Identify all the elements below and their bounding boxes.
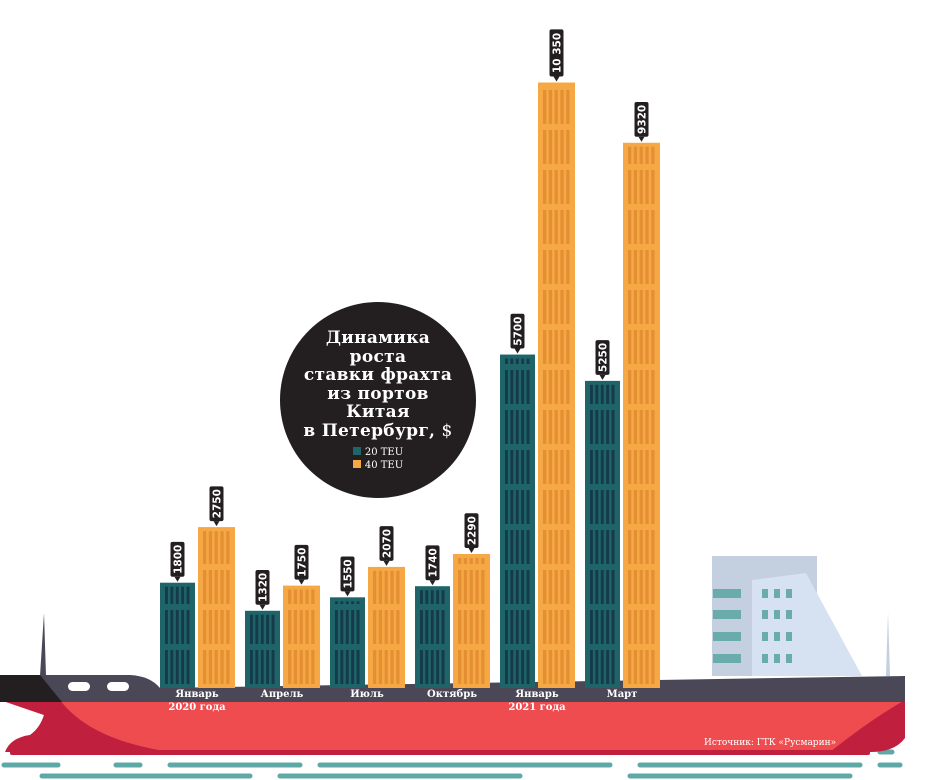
ship-hull-bow-shade	[0, 700, 170, 752]
x-tick-label: Июль	[350, 689, 384, 700]
legend-swatch	[352, 447, 361, 455]
value-tag	[294, 544, 309, 580]
value-label: 2070	[381, 529, 393, 558]
legend-swatch	[352, 460, 361, 468]
ship-deck	[0, 675, 905, 702]
title-line: Китая	[346, 402, 410, 422]
value-tag	[634, 101, 649, 137]
porthole	[107, 682, 129, 691]
value-label: 1740	[427, 548, 439, 577]
bar-40teu-0: 2750	[198, 486, 235, 688]
bar-20teu-0: 1800	[160, 541, 195, 688]
x-tick-label: Январь	[175, 689, 219, 700]
value-tag	[170, 541, 185, 577]
bar-20teu-1: 1320	[245, 569, 280, 688]
bar-40teu-3: 2290	[453, 513, 490, 688]
value-label: 1550	[342, 559, 354, 588]
value-label: 5700	[512, 317, 524, 346]
legend-item-40teu: 40 TEU	[352, 459, 404, 472]
source-note: Источник: ГТК «Русмарин»	[704, 738, 837, 748]
ship-hull-stern-shade	[830, 700, 905, 752]
value-tag	[255, 569, 270, 605]
bars-layer: 1800 1320 1550 1740 5700 5250 2750 1750 2070 2290…	[160, 29, 660, 688]
legend: 20 TEU 40 TEU	[352, 446, 404, 472]
bar-40teu-4: 10 350	[538, 29, 575, 688]
ship-hull	[0, 700, 905, 752]
x-tick-label: Октябрь	[427, 689, 477, 700]
value-label: 9320	[636, 105, 648, 134]
value-label: 2750	[211, 489, 223, 518]
chart-title: Динамика роста ставки фрахта из портов К…	[280, 329, 476, 440]
title-line: в Петербург,	[303, 420, 436, 441]
title-circle: Динамика роста ставки фрахта из портов К…	[280, 302, 476, 498]
value-tag	[379, 526, 394, 561]
bar-20teu-5: 5250	[585, 340, 620, 688]
value-tag	[425, 545, 440, 581]
title-line: Динамика	[325, 328, 431, 348]
x-tick-sublabel: 2021 года	[508, 702, 566, 713]
bar-40teu-5: 9320	[623, 101, 660, 688]
title-line: роста	[349, 346, 407, 367]
title-line: из портов	[327, 383, 429, 404]
bow-mast	[40, 613, 46, 676]
value-label: 2290	[466, 516, 478, 545]
value-tag	[340, 556, 355, 592]
legend-label: 20 TEU	[364, 447, 404, 458]
title-unit: $	[441, 420, 453, 441]
x-tick-label: Январь	[515, 689, 559, 700]
value-label: 1320	[257, 573, 269, 602]
value-tag	[209, 486, 224, 522]
bar-20teu-2: 1550	[330, 556, 365, 688]
legend-item-20teu: 20 TEU	[352, 446, 404, 459]
bar-20teu-4: 5700	[500, 313, 535, 688]
value-tag	[464, 513, 479, 549]
value-label: 5250	[597, 343, 609, 372]
title-line: ставки фрахта	[303, 365, 453, 385]
bar-40teu-2: 2070	[368, 526, 405, 688]
x-tick-label: Март	[606, 689, 638, 700]
x-tick-label: Апрель	[260, 689, 304, 700]
value-tag	[510, 313, 525, 349]
bar-20teu-3: 1740	[415, 545, 450, 688]
value-tag	[595, 340, 610, 375]
value-label: 10 350	[551, 33, 563, 73]
porthole	[68, 682, 90, 691]
water-lines	[1, 749, 903, 779]
value-label: 1750	[296, 548, 308, 577]
bar-40teu-1: 1750	[283, 544, 320, 688]
legend-label: 40 TEU	[364, 460, 404, 471]
value-label: 1800	[172, 545, 184, 574]
x-tick-sublabel: 2020 года	[168, 702, 226, 713]
value-tag	[549, 29, 564, 77]
ship-superstructure	[712, 556, 890, 676]
